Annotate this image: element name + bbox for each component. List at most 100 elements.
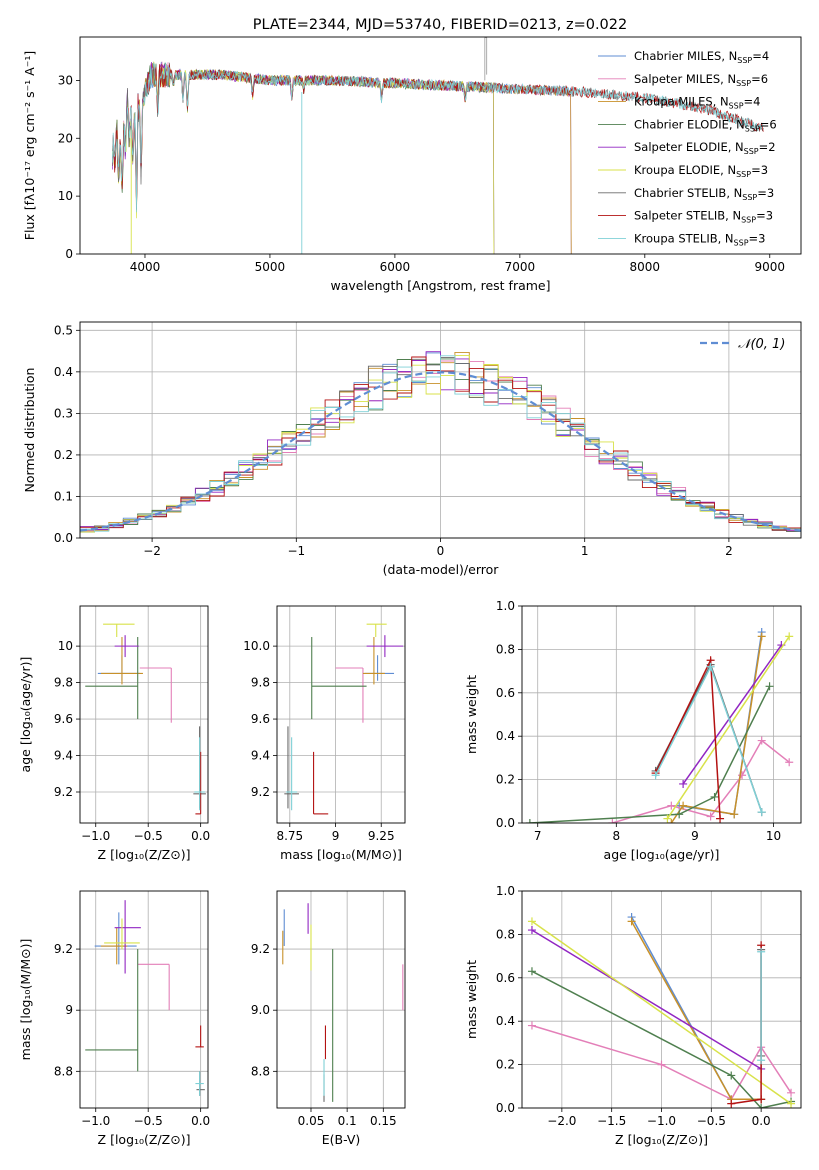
legend: Chabrier MILES, NSSP=4 Salpeter MILES, NS…	[598, 49, 777, 247]
x-tick-label: 6000	[380, 260, 411, 274]
x-tick-label: 10	[766, 829, 781, 843]
x-tick-label: −0.5	[697, 1114, 726, 1128]
x-axis-label: Z [log₁₀(Z/Z⊙)]	[615, 1132, 708, 1147]
weight-marker	[527, 967, 536, 976]
weight-marker	[706, 662, 715, 671]
legend-label: Salpeter MILES, NSSP=6	[634, 72, 768, 88]
weight-marker	[679, 779, 688, 788]
data-point	[94, 912, 137, 965]
y-tick-label: 0.6	[496, 686, 515, 700]
y-tick-label: 0.2	[496, 773, 515, 787]
data-point	[139, 667, 172, 723]
x-tick-label: −0.5	[134, 1114, 163, 1128]
weight-marker	[527, 926, 536, 935]
y-tick-label: 0.0	[496, 816, 515, 830]
data-point	[366, 623, 387, 637]
legend-label: Salpeter STELIB, NSSP=3	[634, 209, 773, 225]
x-tick-label: −1.0	[647, 1114, 676, 1128]
y-axis-label: mass weight	[464, 675, 479, 754]
x-tick-label: −1.0	[81, 1114, 110, 1128]
x-tick-label: 7000	[505, 260, 536, 274]
y-tick-label: 20	[58, 131, 73, 145]
y-tick-label: 0.8	[496, 642, 515, 656]
y-axis-label: age [log₁₀(age/yr)]	[18, 657, 33, 773]
spectrum-line	[112, 61, 495, 254]
y-tick-label: 10	[58, 639, 73, 653]
x-axis-label: age [log₁₀(age/yr)]	[604, 847, 720, 862]
panel-z_weight: −2.0 −1.5 −1.0 −0.5 0.0 0.0 0.2 0.4 0.6 0.8 1.0 Z […	[464, 884, 802, 1147]
panel-residuals: −2 −1 0 1 2 0.0 0.1 0.2 0.3 0.4 0.5 (data-model)/er…	[22, 321, 802, 577]
weight-line	[529, 685, 771, 823]
weight-line	[682, 644, 783, 785]
weight-marker	[757, 736, 766, 745]
weight-line	[666, 635, 790, 820]
weight-marker	[765, 682, 774, 691]
plot-area	[284, 623, 404, 815]
weight-line	[531, 970, 792, 1108]
x-tick-label: −1.5	[597, 1114, 626, 1128]
y-tick-label: 0.4	[496, 729, 515, 743]
y-tick-label: 0.5	[54, 323, 73, 337]
axes-frame	[276, 890, 406, 1109]
axes-frame	[521, 605, 802, 824]
x-tick-label: 0.05	[298, 1114, 325, 1128]
axes-frame	[79, 890, 209, 1109]
y-tick-label: 9.8	[251, 676, 270, 690]
data-point	[85, 949, 139, 1072]
legend-label: Kroupa MILES, NSSP=4	[634, 95, 760, 111]
data-point	[100, 927, 128, 965]
data-point	[103, 623, 135, 637]
spectrum-line	[112, 62, 495, 254]
data-point	[85, 637, 139, 720]
panel-mass_age: 8.75 9 9.25 9.2 9.4 9.6 9.8 10.0 mass [log₁₀(M/M…	[243, 605, 406, 862]
y-axis-label: Normed distribution	[22, 368, 37, 493]
data-point	[114, 635, 139, 658]
y-tick-label: 1.0	[496, 884, 515, 898]
histogram-step	[80, 356, 801, 534]
data-point	[194, 737, 205, 811]
y-tick-label: 0.2	[496, 1058, 515, 1072]
y-tick-label: 9.6	[54, 712, 73, 726]
x-tick-label: 2	[725, 544, 733, 558]
x-axis-label: Z [log₁₀(Z/Z⊙)]	[98, 1132, 191, 1147]
x-axis-label: wavelength [Angstrom, rest frame]	[330, 278, 550, 293]
data-point	[195, 1025, 204, 1048]
x-tick-label: −1	[287, 544, 305, 558]
data-point	[366, 635, 404, 658]
plot-area	[85, 623, 206, 815]
y-tick-label: 9.2	[54, 942, 73, 956]
y-tick-label: 0.4	[54, 365, 73, 379]
data-point	[311, 637, 367, 720]
y-tick-label: 8.8	[251, 1064, 270, 1078]
x-tick-label: 0.0	[191, 1114, 210, 1128]
data-point	[313, 751, 329, 815]
x-tick-label: 9.25	[368, 829, 395, 843]
weight-marker	[757, 1056, 766, 1065]
x-tick-label: 8000	[630, 260, 661, 274]
panel-z_mass: −1.0 −0.5 0.0 8.8 9 9.2 Z [log₁₀(Z/Z⊙)] mass [l…	[18, 890, 210, 1147]
data-point	[195, 751, 202, 815]
weight-marker	[667, 819, 676, 823]
weight-marker	[716, 814, 725, 823]
data-point	[335, 667, 364, 723]
y-axis-label: mass [log₁₀(M/M⊙)]	[18, 939, 33, 1061]
weight-marker	[675, 810, 684, 819]
weight-marker	[627, 917, 636, 926]
x-tick-label: 8.75	[276, 829, 303, 843]
plot-area	[282, 903, 404, 1102]
data-point	[286, 737, 298, 811]
x-tick-label: 9	[332, 829, 340, 843]
y-tick-label: 0.1	[54, 489, 73, 503]
x-tick-label: 0.15	[370, 1114, 397, 1128]
panel-z_age: −1.0 −0.5 0.0 9.2 9.4 9.6 9.8 10 Z [log₁₀(Z/Z⊙)]…	[18, 605, 210, 862]
x-tick-label: 4000	[130, 260, 161, 274]
weight-marker	[757, 808, 766, 817]
y-tick-label: 0.0	[54, 531, 73, 545]
y-tick-label: 30	[58, 73, 73, 87]
weight-marker	[706, 812, 715, 821]
plot-area	[525, 628, 794, 823]
weight-marker	[710, 792, 719, 801]
x-tick-label: −2	[143, 544, 161, 558]
x-tick-label: 9000	[754, 260, 785, 274]
axes-frame	[79, 321, 802, 539]
